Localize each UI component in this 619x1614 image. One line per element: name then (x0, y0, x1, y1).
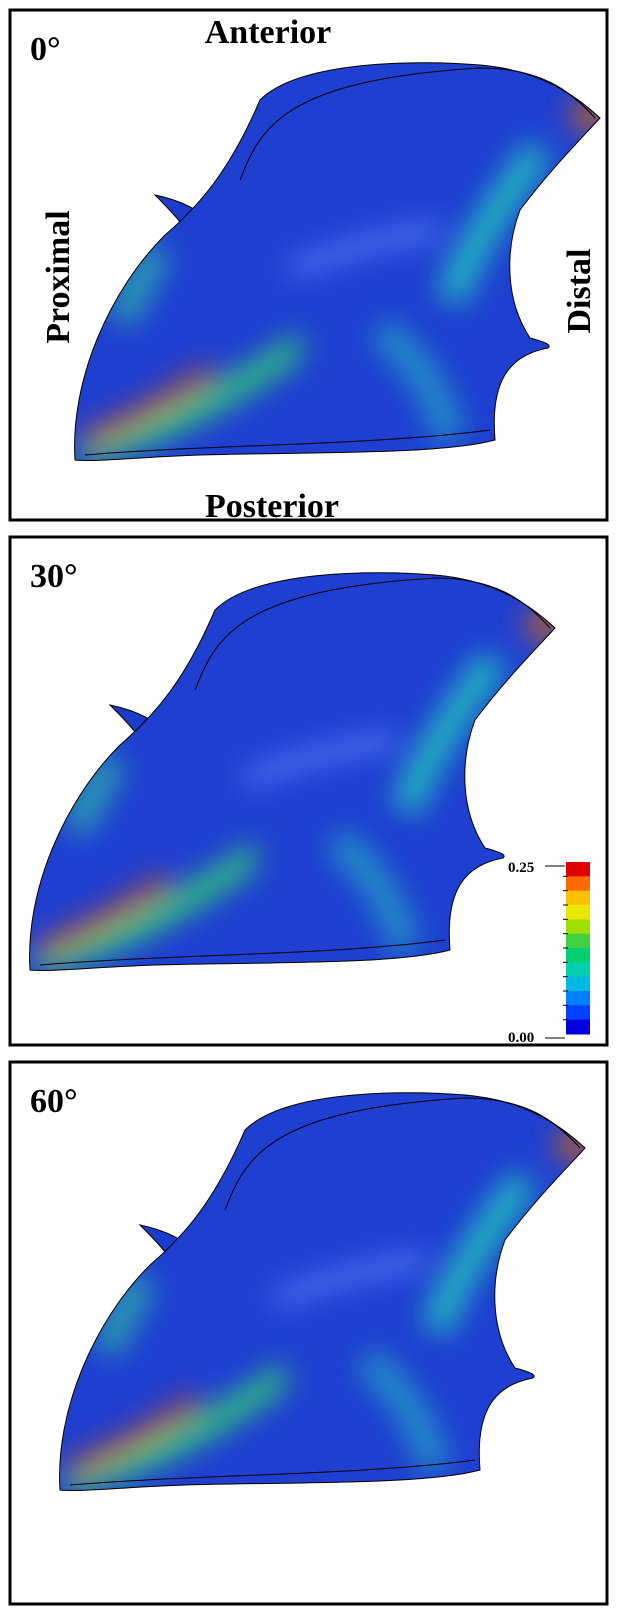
panel-angle: 30° (30, 558, 78, 595)
colorbar-swatch (566, 876, 590, 891)
orientation-label: Proximal (40, 210, 77, 343)
orientation-label: Distal (561, 249, 598, 334)
orientation-label: Anterior (205, 14, 332, 51)
orientation-label: Posterior (205, 488, 339, 525)
tissue-map (30, 573, 563, 975)
colorbar-label: 0.25 (508, 860, 534, 876)
colorbar-swatch (566, 948, 590, 963)
colorbar-swatch (566, 905, 590, 920)
colorbar-swatch (566, 862, 590, 877)
panel-angle: 0° (30, 31, 61, 68)
colorbar-swatch (566, 962, 590, 977)
tissue-map (75, 63, 608, 465)
colorbar-swatch (566, 991, 590, 1006)
colorbar-swatch (566, 977, 590, 992)
tissue-map (60, 1093, 593, 1495)
colorbar-swatch (566, 934, 590, 949)
colorbar-swatch (566, 1020, 590, 1035)
panel-angle: 60° (30, 1083, 78, 1120)
figure: 0° 30° 60° Anterior Posterior Proximal Distal 0… (0, 0, 619, 1614)
colorbar-swatch (566, 891, 590, 906)
colorbar-label: 0.00 (508, 1030, 534, 1046)
colorbar-swatch (566, 1005, 590, 1020)
colorbar-swatch (566, 919, 590, 934)
